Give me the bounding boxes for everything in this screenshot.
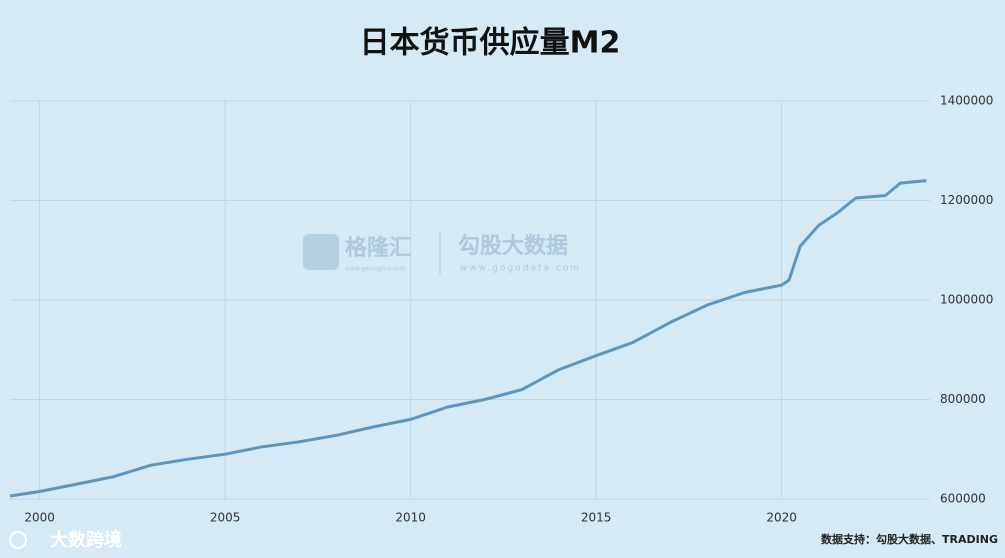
x-tick-label: 2015 — [581, 511, 612, 525]
y-tick-label: 1000000 — [940, 293, 993, 307]
line — [9, 179, 927, 498]
watermark-text: 勾股大数据 — [458, 233, 568, 259]
y-tick-label: 600000 — [940, 492, 986, 506]
y-tick-label: 1200000 — [940, 193, 993, 207]
plot: 600000 800000 1000000 1200000 1400000 2000 200… — [9, 94, 993, 525]
watermark-text: www.gelonghui.com — [345, 266, 406, 273]
watermark-text: 格隆汇 — [345, 235, 411, 261]
watermark-icon — [303, 234, 339, 270]
y-tick-label: 800000 — [940, 392, 986, 406]
x-tick-label: 2000 — [24, 511, 55, 525]
logo: 大数跨境 — [50, 529, 122, 551]
chart-title: 日本货币供应量M2 — [360, 26, 621, 61]
x-tick-label: 2005 — [210, 511, 241, 525]
source: 数据支持：勾股大数据、TRADING — [821, 532, 998, 546]
watermark-text: www.gogudata.com — [460, 264, 581, 274]
watermark: 格隆汇 www.gelonghui.com 勾股大数据 www.gogudata… — [303, 232, 581, 276]
x-tick-label: 2020 — [766, 511, 797, 525]
logo-icon — [9, 531, 27, 549]
y-tick-label: 1400000 — [940, 94, 993, 108]
x-tick-label: 2010 — [395, 511, 426, 525]
